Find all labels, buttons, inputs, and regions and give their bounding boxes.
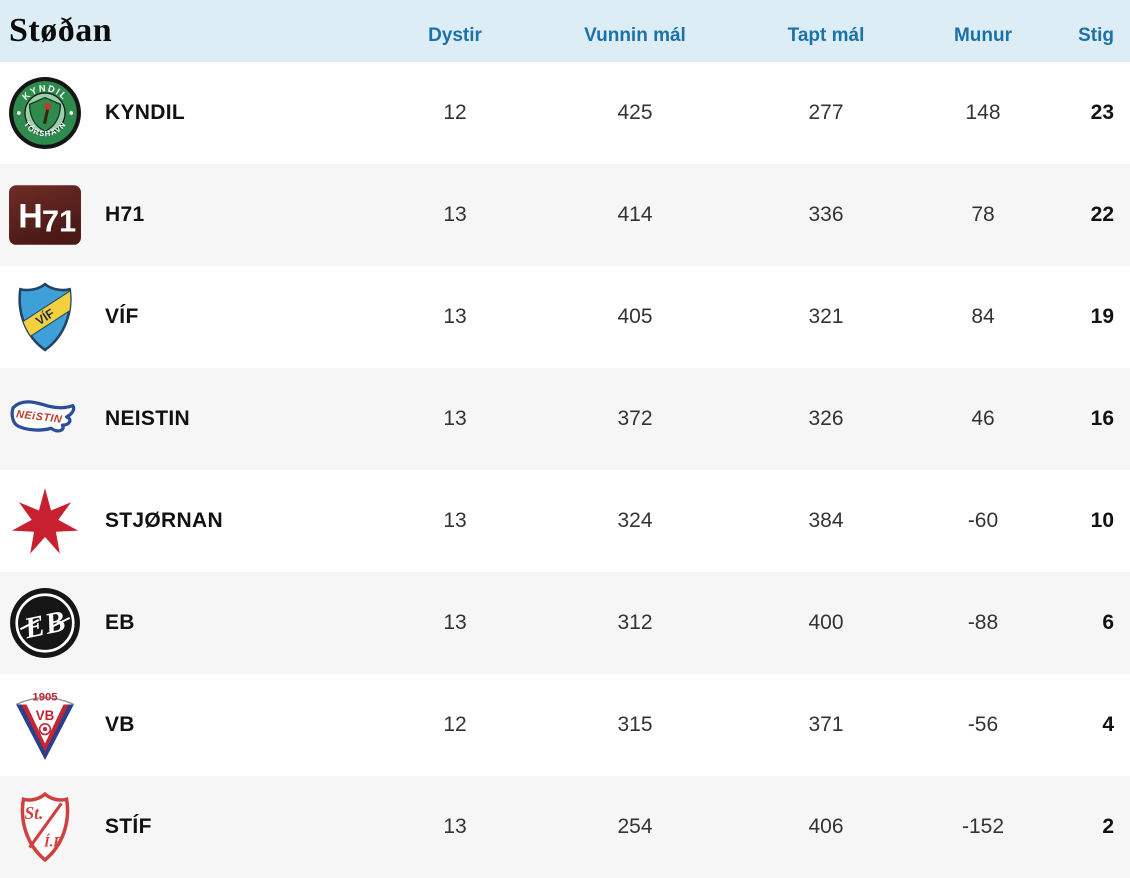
vif-logo: VÍF bbox=[18, 282, 72, 352]
table-row[interactable]: KYNDIL TÓRSHAVN KYNDIL 12 425 277 148 23 bbox=[0, 62, 1130, 164]
vb-logo: 1905 VB bbox=[15, 691, 75, 760]
svg-text:H: H bbox=[18, 197, 43, 235]
dystir-value: 13 bbox=[443, 509, 467, 532]
tapt-mal-value: 384 bbox=[808, 509, 844, 532]
tapt-mal-value: 326 bbox=[808, 407, 844, 430]
kyndil-logo: KYNDIL TÓRSHAVN bbox=[9, 77, 81, 149]
column-header-vunnin-mal: Vunnin mál bbox=[584, 25, 686, 46]
vunnin-mal-value: 425 bbox=[617, 101, 653, 124]
neistin-logo: NEiSTIN bbox=[10, 400, 76, 433]
stig-value: 22 bbox=[1090, 203, 1114, 226]
tapt-mal-value: 277 bbox=[808, 101, 844, 124]
table-row[interactable]: NEiSTIN NEISTIN 13 372 326 46 16 bbox=[0, 368, 1130, 470]
munur-value: -152 bbox=[961, 815, 1005, 838]
table-row[interactable]: VÍF VÍF 13 405 321 84 19 bbox=[0, 266, 1130, 368]
munur-value: 84 bbox=[971, 305, 995, 328]
team-name: STÍF bbox=[105, 815, 152, 838]
team-logo-cell: EB bbox=[0, 586, 96, 660]
table-header: Støðan Dystir Vunnin mál Tapt mál Munur … bbox=[0, 0, 1130, 62]
vunnin-mal-value: 324 bbox=[617, 509, 653, 532]
munur-value: 148 bbox=[965, 101, 1001, 124]
vunnin-mal-value: 372 bbox=[617, 407, 653, 430]
munur-value: -60 bbox=[967, 509, 999, 532]
dystir-value: 13 bbox=[443, 407, 467, 430]
table-row[interactable]: 1905 VB VB 12 315 371 -56 4 bbox=[0, 674, 1130, 776]
dystir-value: 13 bbox=[443, 305, 467, 328]
dystir-value: 12 bbox=[443, 713, 467, 736]
munur-value: -56 bbox=[967, 713, 999, 736]
svg-text:St.: St. bbox=[24, 803, 43, 823]
table-row[interactable]: H 71 H71 13 414 336 78 22 bbox=[0, 164, 1130, 266]
table-row[interactable]: EB EB 13 312 400 -88 6 bbox=[0, 572, 1130, 674]
table-row[interactable]: St. Í.F STÍF 13 254 406 -152 2 bbox=[0, 776, 1130, 878]
tapt-mal-value: 400 bbox=[808, 611, 844, 634]
dystir-value: 13 bbox=[443, 203, 467, 226]
team-logo-cell: VÍF bbox=[0, 280, 96, 354]
svg-text:71: 71 bbox=[42, 203, 76, 238]
column-header-dystir: Dystir bbox=[428, 25, 482, 46]
stig-value: 10 bbox=[1090, 509, 1114, 532]
svg-text:NEiSTIN: NEiSTIN bbox=[16, 408, 63, 426]
dystir-value: 12 bbox=[443, 101, 467, 124]
stig-value: 19 bbox=[1090, 305, 1114, 328]
tapt-mal-value: 406 bbox=[808, 815, 844, 838]
team-name: VÍF bbox=[105, 305, 139, 328]
team-name: H71 bbox=[105, 203, 145, 226]
tapt-mal-value: 321 bbox=[808, 305, 844, 328]
page-title: Støðan bbox=[9, 12, 113, 49]
team-name: EB bbox=[105, 611, 135, 634]
eb-logo: EB bbox=[10, 588, 80, 658]
team-name: VB bbox=[105, 713, 135, 736]
svg-text:VB: VB bbox=[36, 708, 55, 723]
vunnin-mal-value: 405 bbox=[617, 305, 653, 328]
munur-value: 46 bbox=[971, 407, 995, 430]
svg-text:1905: 1905 bbox=[32, 691, 57, 703]
dystir-value: 13 bbox=[443, 815, 467, 838]
vunnin-mal-value: 315 bbox=[617, 713, 653, 736]
team-name: NEISTIN bbox=[105, 407, 190, 430]
stig-value: 6 bbox=[1102, 611, 1114, 634]
column-header-tapt-mal: Tapt mál bbox=[787, 25, 865, 46]
h71-logo: H 71 bbox=[9, 185, 81, 245]
munur-value: 78 bbox=[971, 203, 995, 226]
team-logo-cell: H 71 bbox=[0, 178, 96, 252]
tapt-mal-value: 336 bbox=[808, 203, 844, 226]
team-logo-cell bbox=[0, 484, 96, 558]
column-header-stig: Stig bbox=[1078, 25, 1114, 46]
team-name: KYNDIL bbox=[105, 101, 185, 124]
table-row[interactable]: STJØRNAN 13 324 384 -60 10 bbox=[0, 470, 1130, 572]
tapt-mal-value: 371 bbox=[808, 713, 844, 736]
team-logo-cell: St. Í.F bbox=[0, 790, 96, 864]
team-name: STJØRNAN bbox=[105, 509, 223, 532]
column-header-munur: Munur bbox=[953, 25, 1013, 46]
dystir-value: 13 bbox=[443, 611, 467, 634]
stjornan-logo bbox=[11, 488, 79, 554]
vunnin-mal-value: 312 bbox=[617, 611, 653, 634]
stif-logo: St. Í.F bbox=[20, 791, 70, 863]
stig-value: 23 bbox=[1090, 101, 1114, 124]
vunnin-mal-value: 414 bbox=[617, 203, 653, 226]
table-body: KYNDIL TÓRSHAVN KYNDIL 12 425 277 148 23… bbox=[0, 62, 1130, 878]
svg-text:Í.F: Í.F bbox=[43, 834, 63, 851]
vunnin-mal-value: 254 bbox=[617, 815, 653, 838]
team-logo-cell: 1905 VB bbox=[0, 688, 96, 762]
stig-value: 4 bbox=[1102, 713, 1114, 736]
team-logo-cell: NEiSTIN bbox=[0, 382, 96, 456]
munur-value: -88 bbox=[967, 611, 999, 634]
stig-value: 2 bbox=[1102, 815, 1114, 838]
team-logo-cell: KYNDIL TÓRSHAVN bbox=[0, 76, 96, 150]
stig-value: 16 bbox=[1090, 407, 1114, 430]
